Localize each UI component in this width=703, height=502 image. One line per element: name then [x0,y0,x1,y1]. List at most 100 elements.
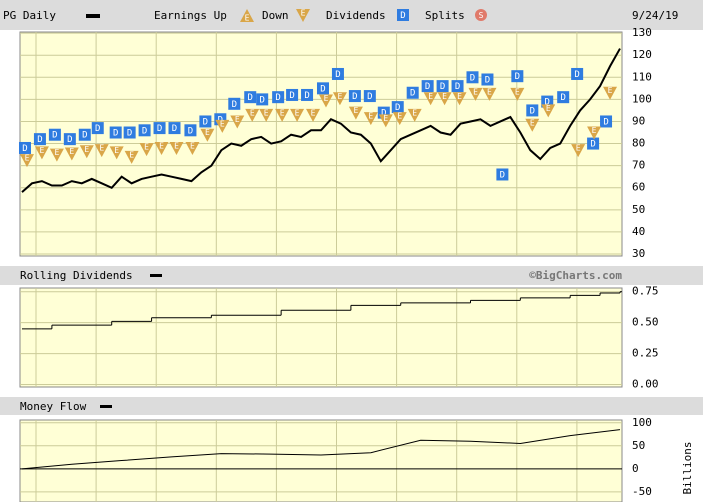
earnings-letter: E [324,94,329,103]
earnings-letter: E [412,108,417,117]
dividend-letter: D [82,131,87,141]
y-tick-label: 120 [632,48,652,61]
dividend-marker [451,80,464,93]
panel-strip [0,266,703,285]
dividend-letter: D [425,82,430,92]
earnings-letter: E [546,104,551,113]
dividend-letter: D [500,170,505,180]
panel-title: Rolling Dividends [20,269,133,282]
earnings-down-marker [378,114,393,128]
earnings-down-marker [154,141,169,155]
earnings-down-marker [49,148,64,162]
earnings-down-marker [603,86,618,100]
dividend-marker [91,122,104,135]
dividend-marker [496,168,509,181]
y-tick-label: 0 [632,462,639,475]
earnings-down-marker [79,145,94,159]
dividend-letter: D [113,129,118,139]
earnings-letter: E [69,147,74,156]
y-tick-label: 0.25 [632,347,659,360]
legend-splits: Splits [425,9,465,22]
earnings-down-marker [332,92,347,106]
dividend-letter: D [440,82,445,92]
price-line [21,429,621,470]
dividend-letter: D [248,93,253,103]
earnings-letter: E [530,118,535,127]
legend-line [100,405,112,408]
earnings-letter: E [383,114,388,123]
earnings-letter: E [129,150,134,159]
y-tick-label: 0.50 [632,316,659,329]
dividend-marker [123,126,136,139]
earnings-letter: E [487,87,492,96]
earnings-letter: E [280,108,285,117]
dividend-marker [466,71,479,84]
earnings-down-marker [109,146,124,160]
legend-icon [475,9,487,21]
dividend-letter: D [590,140,595,150]
dividend-letter: D [560,93,565,103]
earnings-letter: E [25,154,30,163]
earnings-letter: E [99,144,104,153]
dividend-letter: D [410,89,415,99]
earnings-down-marker [230,115,245,129]
dividend-marker [557,91,570,104]
legend-earnings-up: Earnings Up [154,9,227,22]
dividend-letter: D [381,109,386,119]
earnings-down-marker [124,150,139,164]
dividend-marker [331,67,344,80]
dividend-marker [256,93,269,106]
earnings-down-marker [64,147,79,161]
earnings-down-marker [185,141,200,155]
dividend-letter: D [320,84,325,94]
dividend-letter: D [335,70,340,80]
dividend-marker [301,88,314,101]
icon-letter: S [479,11,484,20]
y-axis-label: Billions [681,442,694,495]
earnings-down-marker [348,106,363,120]
earnings-letter: E [235,115,240,124]
earnings-letter: E [144,143,149,152]
legend-icon [240,9,254,22]
y-tick-label: 100 [632,92,652,105]
earnings-down-marker [452,92,467,106]
dividend-letter: D [455,82,460,92]
dividend-marker [286,88,299,101]
dividend-marker [153,122,166,135]
earnings-down-marker [407,108,422,122]
dividend-marker [571,67,584,80]
earnings-down-marker [139,143,154,157]
earnings-letter: E [397,112,402,121]
earnings-down-marker [392,112,407,126]
dividend-marker [587,137,600,150]
y-tick-label: 130 [632,26,652,39]
y-tick-label: 0.00 [632,378,659,391]
dividend-marker [138,124,151,137]
icon-letter: D [400,11,405,21]
dividend-marker [228,97,241,110]
earnings-down-marker [275,108,290,122]
earnings-letter: E [84,145,89,154]
earnings-down-marker [94,144,109,158]
dividend-marker [109,126,122,139]
dividend-letter: D [95,124,100,134]
y-tick-label: 80 [632,137,645,150]
earnings-letter: E [428,92,433,101]
dividend-marker [33,133,46,146]
earnings-down-marker [200,128,215,142]
earnings-down-marker [306,108,321,122]
legend-earnings-down: Down [262,9,289,22]
legend-dividends: Dividends [326,9,386,22]
y-tick-label: 110 [632,70,652,83]
earnings-down-marker [318,94,333,108]
dividend-marker [199,115,212,128]
earnings-down-marker [259,108,274,122]
earnings-down-marker [571,144,586,158]
earnings-letter: E [442,92,447,101]
dividend-marker [316,82,329,95]
dividend-letter: D [470,73,475,83]
price-line [21,48,621,193]
dividend-marker [436,80,449,93]
earnings-down-marker [363,112,378,126]
